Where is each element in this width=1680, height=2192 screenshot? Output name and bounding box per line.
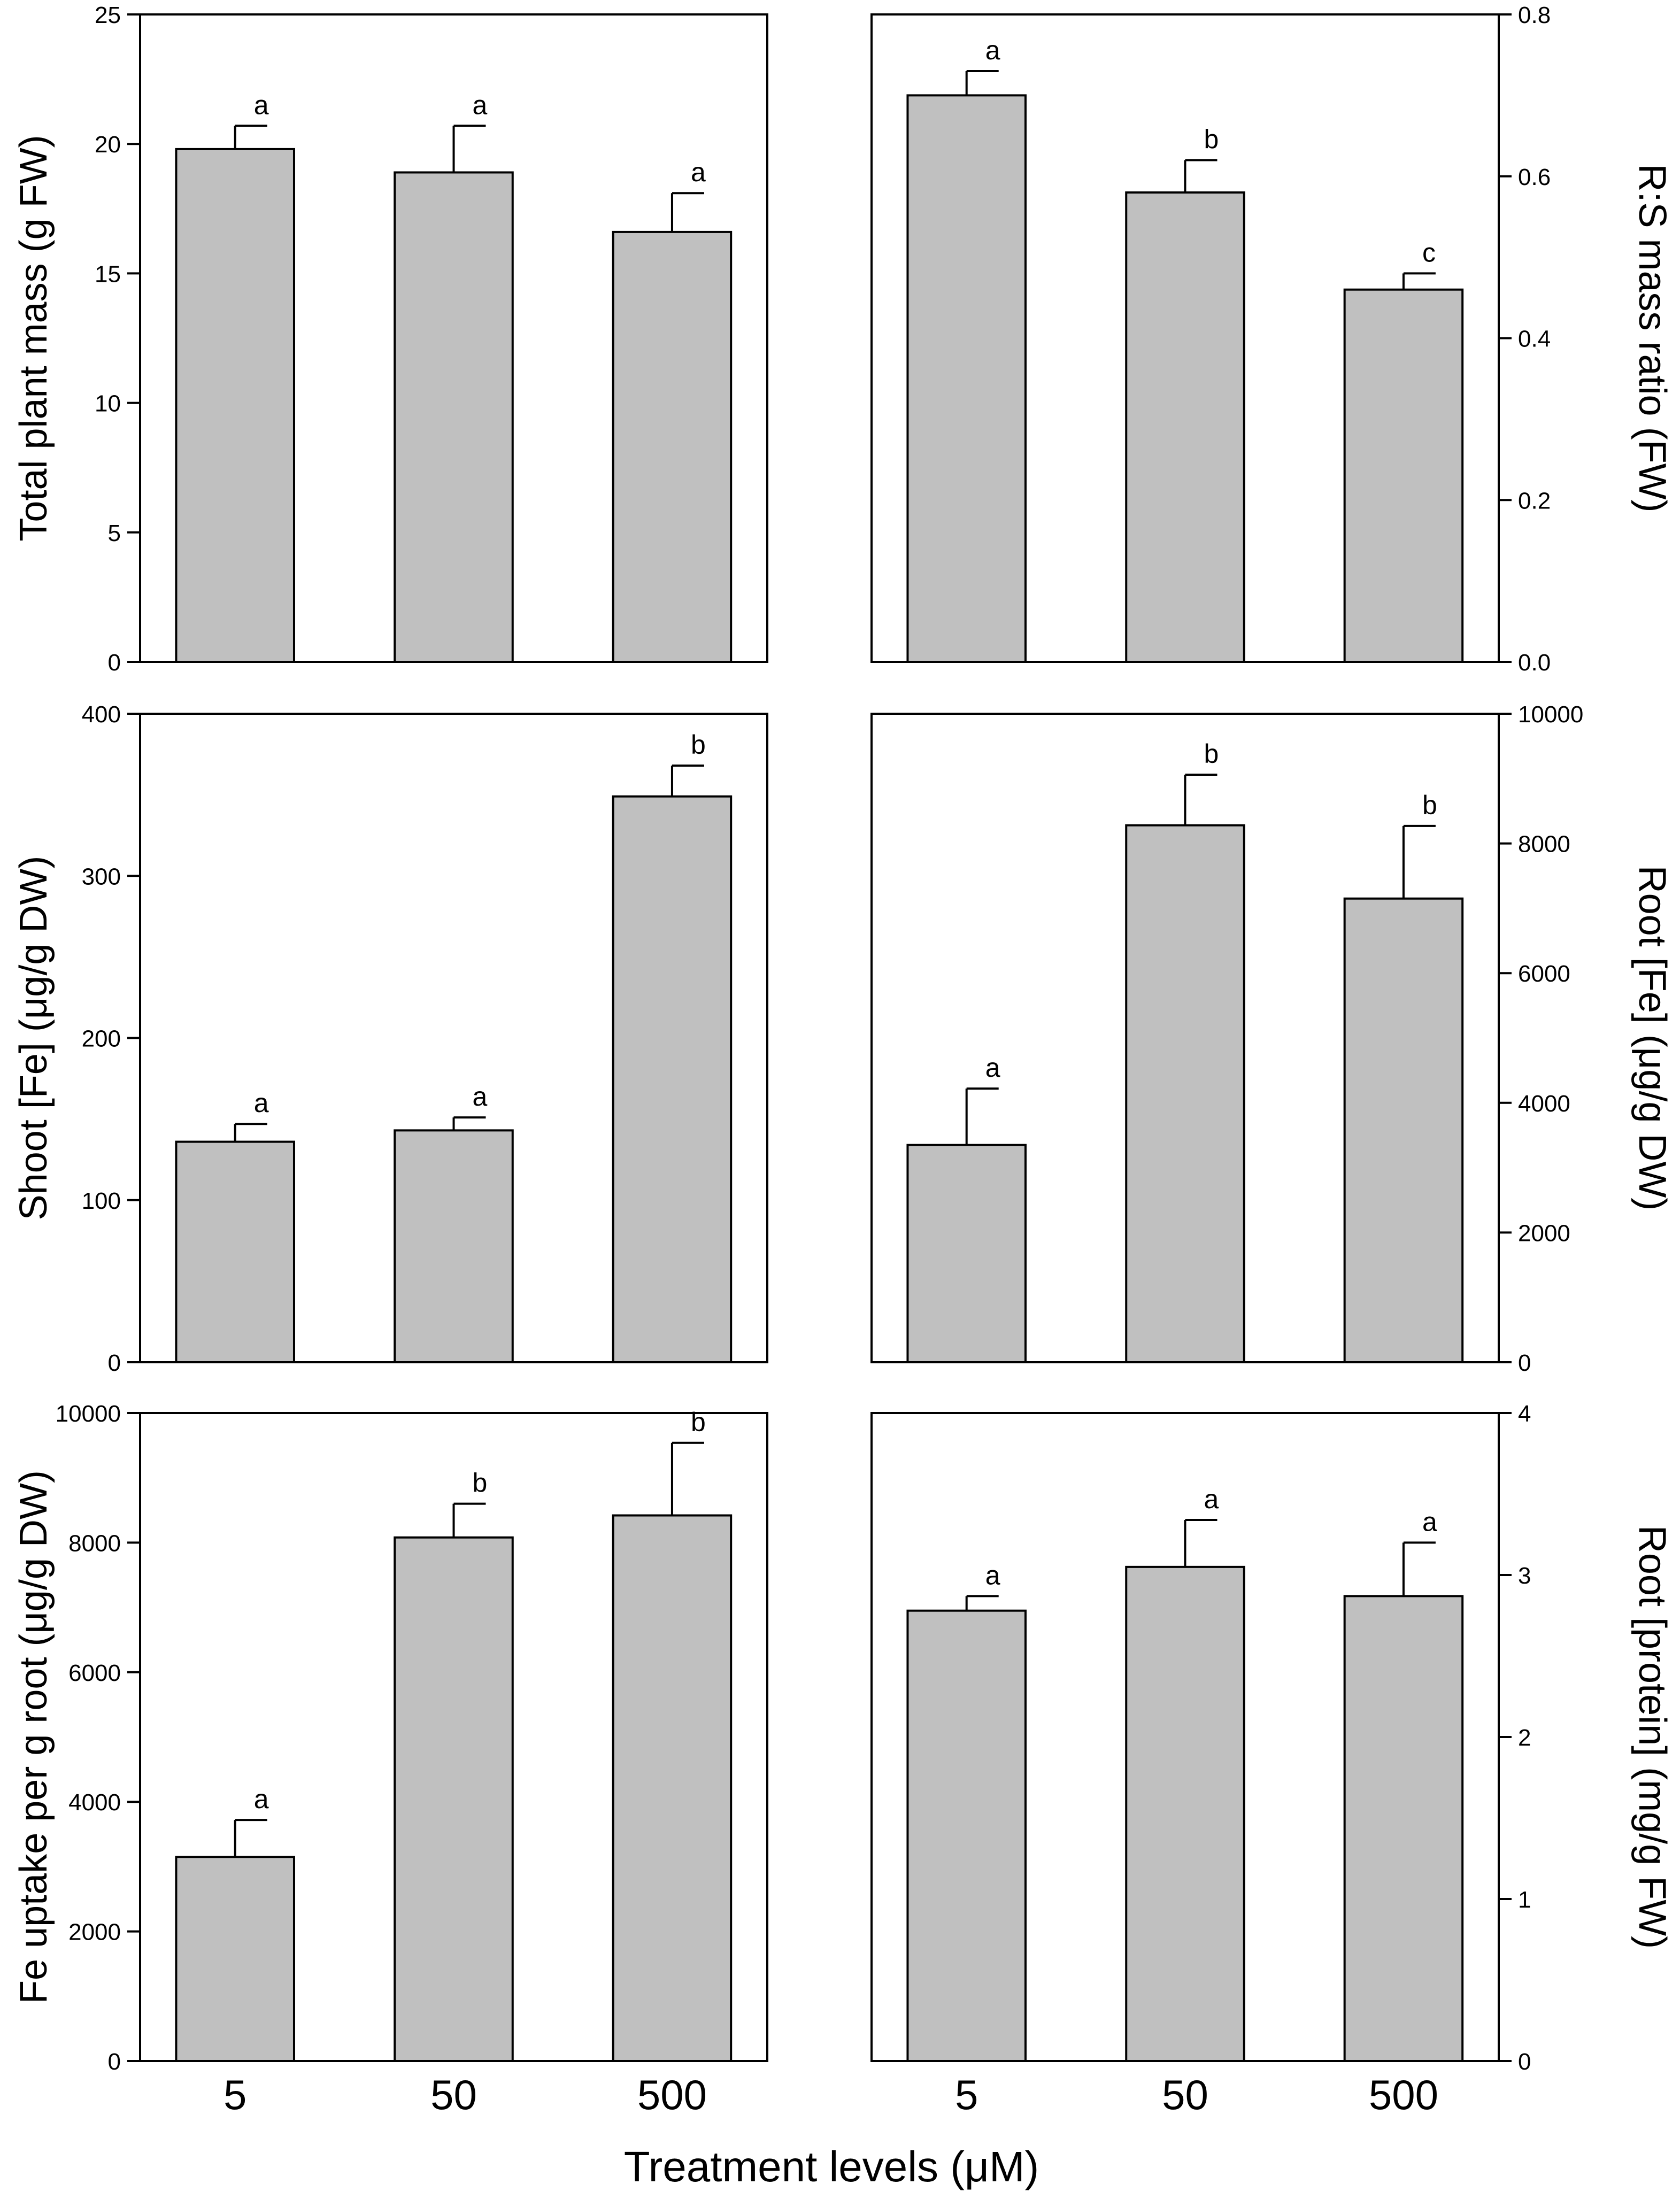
y-tick-label: 4 — [1518, 1401, 1531, 1427]
bar-500 — [1343, 897, 1464, 1363]
bar-5 — [175, 148, 295, 663]
significance-letter: a — [985, 1560, 1000, 1590]
y-tick-label: 1 — [1518, 1887, 1531, 1913]
y-tick-label: 6000 — [68, 1660, 121, 1686]
bar-50 — [394, 171, 514, 663]
y-tick-label: 0.8 — [1518, 2, 1551, 28]
chart-panel-root-protein: 0 1 2 3 4 Root [protein] (mg/g FW) a a a — [870, 1401, 1674, 2075]
significance-letter: b — [691, 1407, 706, 1437]
bar-5 — [906, 1609, 1027, 2062]
bar-500 — [612, 1514, 733, 2063]
significance-letter: a — [473, 1082, 488, 1112]
bar-50 — [1125, 191, 1245, 663]
y-tick-label: 10000 — [1518, 701, 1583, 728]
significance-letter: b — [1204, 739, 1219, 769]
y-axis-title: Fe uptake per g root (μg/g DW) — [12, 1470, 55, 2004]
x-category-label: 50 — [430, 2071, 477, 2118]
chart-panel-rs-mass-ratio: 0.0 0.2 0.4 0.6 0.8 R:S mass ratio (FW) a b c — [870, 2, 1674, 676]
chart-panel-total-plant-mass: 0 5 10 15 20 25 Total plant mass (g FW) a a a — [12, 2, 768, 676]
significance-letter: a — [1204, 1484, 1219, 1514]
bar-50 — [1125, 824, 1245, 1363]
y-tick-label: 0.0 — [1518, 650, 1551, 676]
bar-500 — [1343, 1595, 1464, 2062]
category-labels: 5 50 500 5 50 500 — [224, 2071, 1438, 2118]
significance-letter: a — [985, 35, 1000, 65]
y-tick-label: 6000 — [1518, 961, 1570, 987]
bar-5 — [906, 94, 1027, 663]
bar-500 — [612, 795, 733, 1363]
y-tick-label: 0 — [1518, 2049, 1531, 2075]
y-tick-label: 8000 — [68, 1530, 121, 1556]
chart-panel-root-fe: 0 2000 4000 6000 8000 10000 Root [Fe] (μg/g DW… — [870, 701, 1674, 1376]
y-tick-label: 10000 — [56, 1401, 121, 1427]
y-tick-label: 200 — [82, 1026, 121, 1052]
y-tick-label: 0.6 — [1518, 164, 1551, 190]
significance-letter: a — [254, 1784, 269, 1814]
y-tick-label: 2000 — [68, 1919, 121, 1946]
y-tick-label: 300 — [82, 863, 121, 890]
chart-panel-shoot-fe: 0 100 200 300 400 Shoot [Fe] (μg/g DW) a a b — [12, 701, 768, 1376]
significance-letter: b — [473, 1468, 488, 1498]
y-tick-label: 15 — [95, 261, 121, 287]
y-tick-label: 2000 — [1518, 1220, 1570, 1246]
x-category-label: 500 — [1369, 2071, 1438, 2118]
y-tick-label: 0.4 — [1518, 326, 1551, 352]
x-category-label: 5 — [955, 2071, 978, 2118]
bar-5 — [175, 1856, 295, 2062]
significance-letter: a — [985, 1053, 1000, 1083]
y-tick-label: 0 — [108, 650, 121, 676]
y-tick-label: 3 — [1518, 1563, 1531, 1589]
significance-letter: b — [1204, 124, 1219, 154]
y-axis-title: Shoot [Fe] (μg/g DW) — [12, 856, 55, 1221]
bar-50 — [394, 1536, 514, 2063]
y-tick-label: 400 — [82, 701, 121, 728]
significance-letter: c — [1422, 237, 1436, 267]
x-category-label: 5 — [224, 2071, 246, 2118]
y-tick-label: 100 — [82, 1188, 121, 1214]
y-tick-label: 0 — [108, 1350, 121, 1376]
significance-letter: a — [254, 1088, 269, 1118]
significance-letter: a — [1422, 1507, 1437, 1537]
bar-5 — [906, 1144, 1027, 1364]
bar-50 — [394, 1129, 514, 1364]
y-tick-label: 20 — [95, 132, 121, 158]
y-tick-label: 4000 — [68, 1789, 121, 1816]
y-tick-label: 4000 — [1518, 1091, 1570, 1117]
y-tick-label: 10 — [95, 391, 121, 417]
significance-letter: a — [473, 90, 488, 120]
y-tick-label: 0.2 — [1518, 488, 1551, 514]
x-category-label: 50 — [1162, 2071, 1208, 2118]
y-tick-label: 0 — [108, 2049, 121, 2075]
y-tick-label: 5 — [108, 520, 121, 546]
bar-50 — [1125, 1565, 1245, 2063]
significance-letter: b — [691, 730, 706, 760]
significance-letter: a — [254, 90, 269, 120]
significance-letter: a — [691, 157, 706, 187]
y-axis-title: Root [protein] (mg/g FW) — [1631, 1525, 1674, 1949]
y-axis-title: Total plant mass (g FW) — [12, 135, 55, 541]
y-tick-label: 0 — [1518, 1350, 1531, 1376]
y-tick-label: 8000 — [1518, 831, 1570, 858]
x-axis-title: Treatment levels (μM) — [624, 2143, 1039, 2190]
bar-5 — [175, 1140, 295, 1364]
significance-letter: b — [1422, 790, 1437, 820]
bar-500 — [1343, 288, 1464, 663]
y-axis-title: R:S mass ratio (FW) — [1631, 164, 1674, 512]
x-category-label: 500 — [637, 2071, 707, 2118]
bar-500 — [612, 230, 733, 663]
y-tick-label: 25 — [95, 2, 121, 28]
y-axis-title: Root [Fe] (μg/g DW) — [1631, 866, 1674, 1211]
y-tick-label: 2 — [1518, 1725, 1531, 1751]
chart-panel-fe-uptake: 0 2000 4000 6000 8000 10000 Fe uptake per g ro… — [12, 1401, 768, 2075]
